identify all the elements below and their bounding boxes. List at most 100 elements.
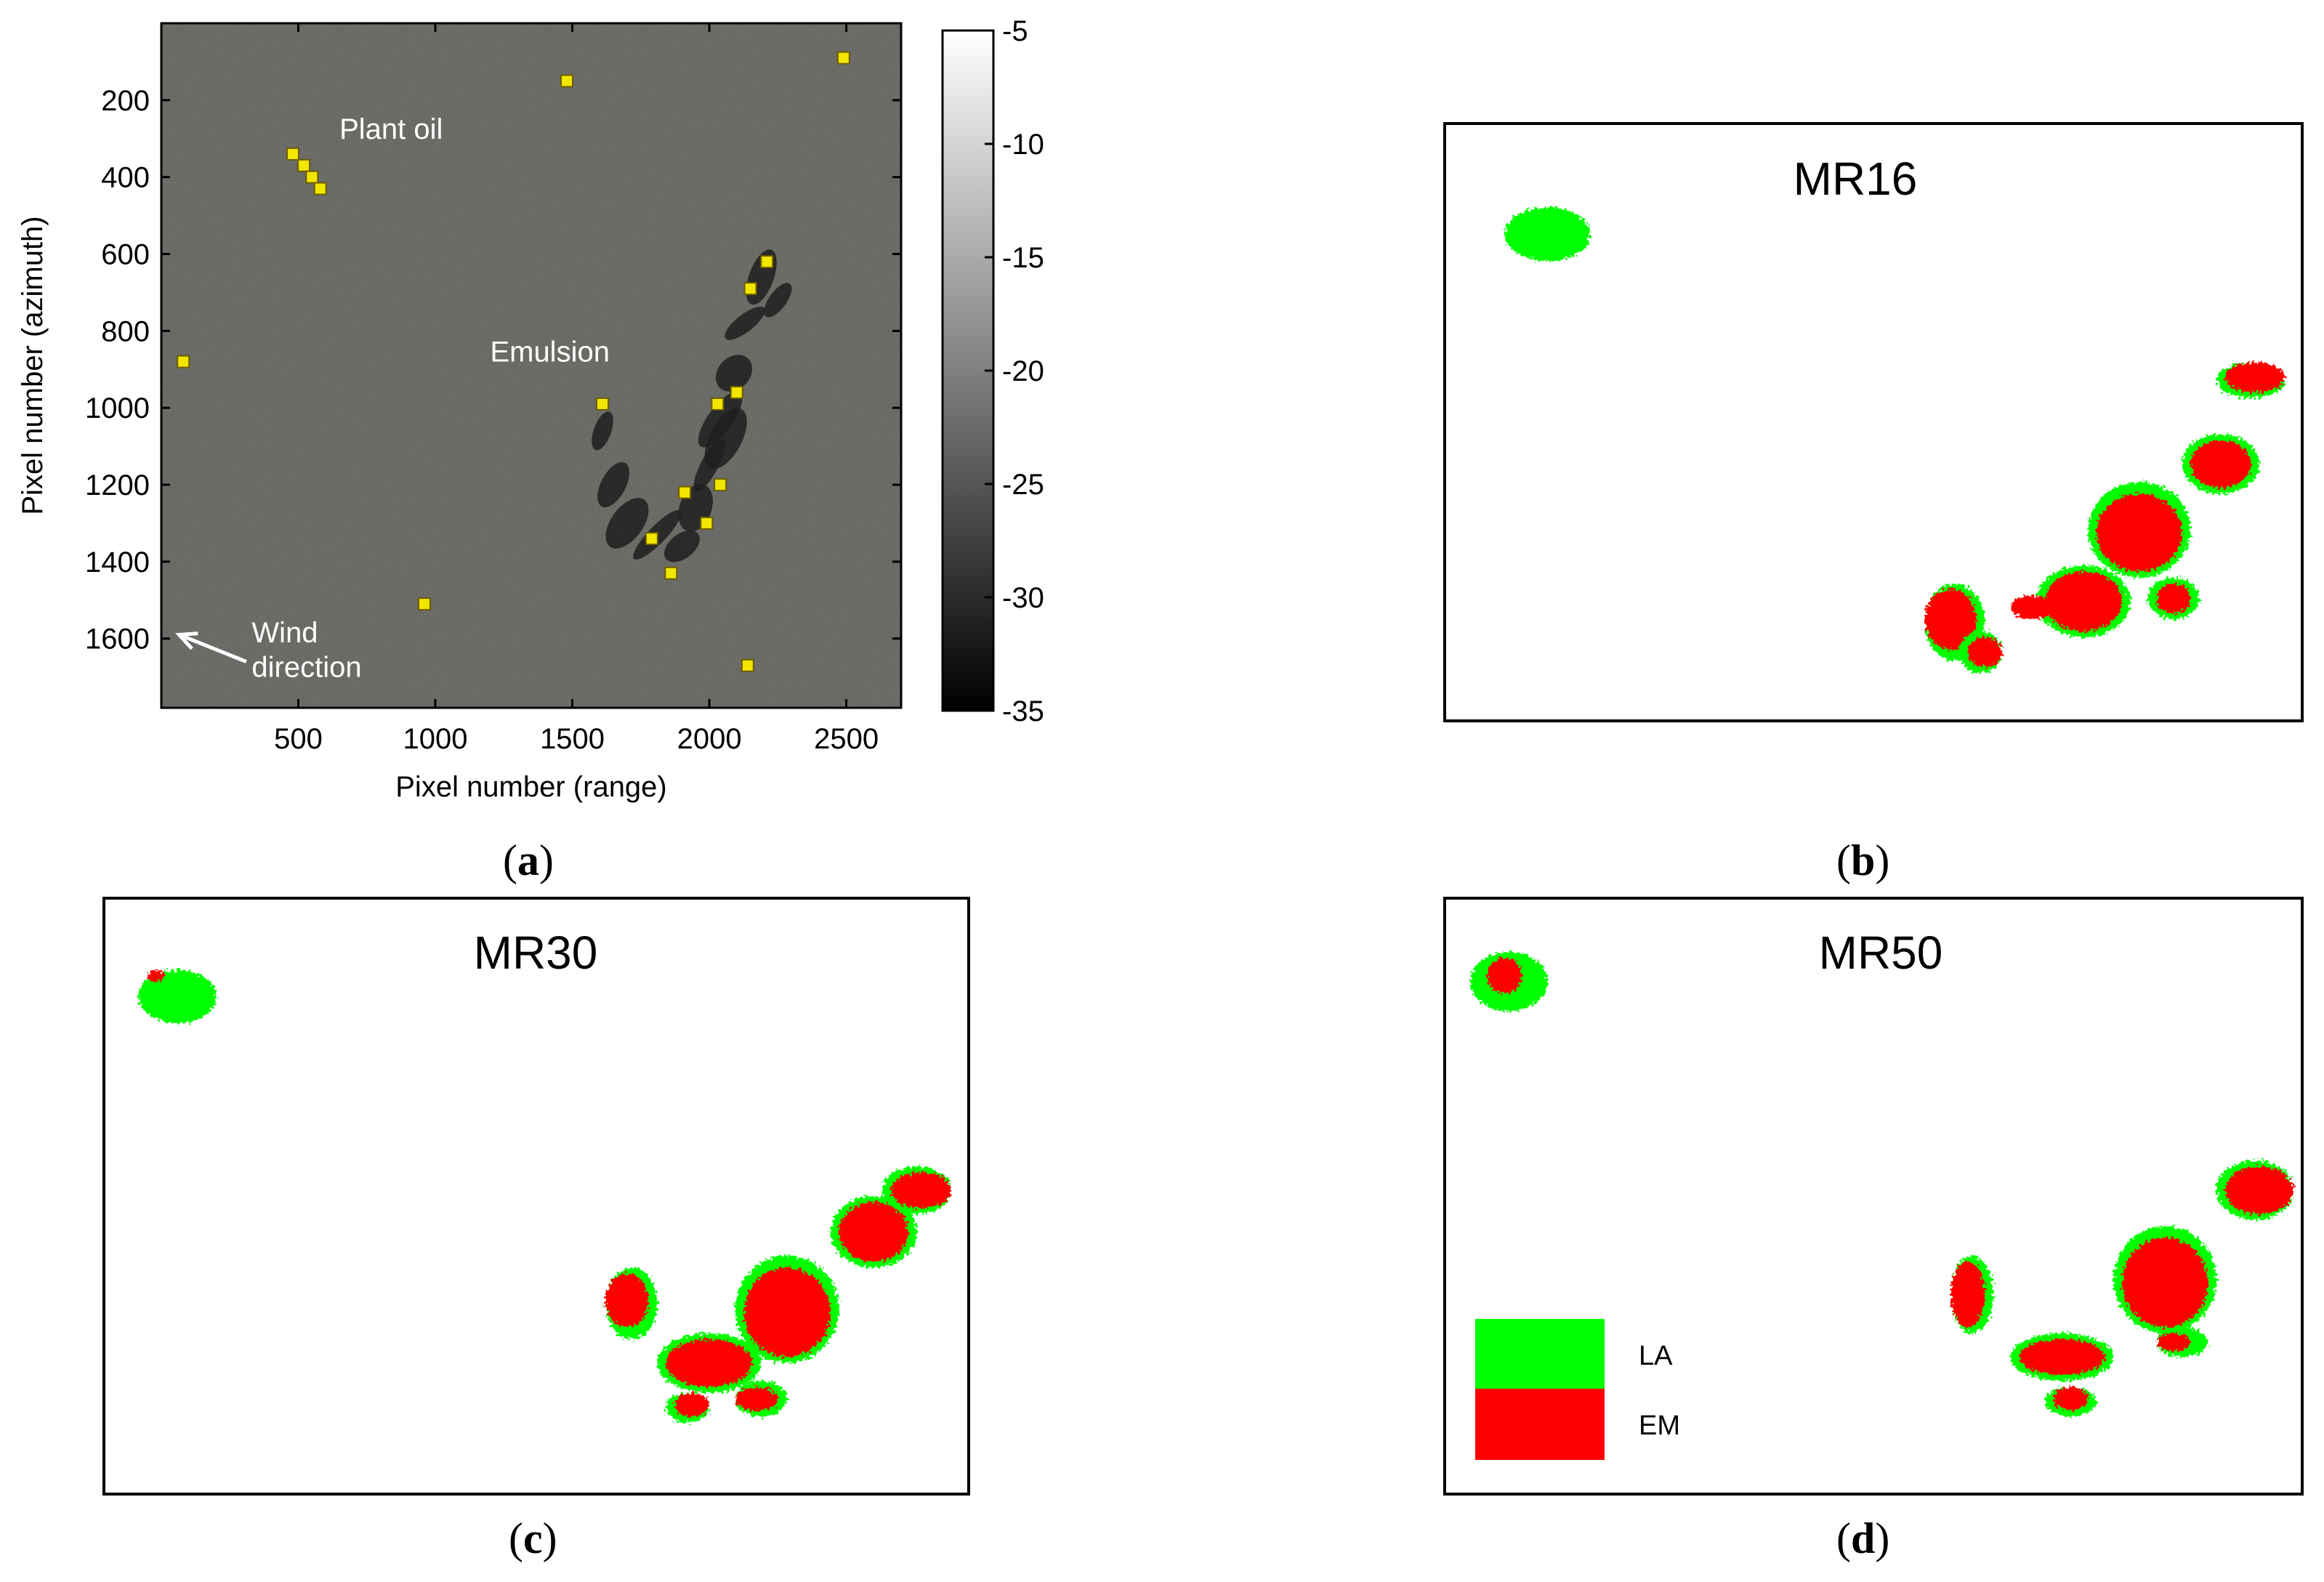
- em-class-region: [890, 1172, 952, 1208]
- em-class-region: [2156, 583, 2191, 614]
- sampling-marker: [700, 516, 714, 530]
- y-tick-label: 200: [101, 85, 150, 117]
- sampling-marker: [836, 51, 850, 65]
- em-class-region: [2096, 493, 2182, 572]
- em-class-region: [1950, 1262, 1985, 1328]
- y-tick-label: 400: [101, 162, 150, 194]
- emulsion-slick-patch: [597, 461, 630, 508]
- panel-b-title: MR16: [1794, 153, 1918, 205]
- em-class-region: [839, 1202, 908, 1262]
- emulsion-slick-patch: [704, 408, 747, 469]
- sampling-marker: [645, 532, 658, 546]
- em-class-region: [1967, 637, 2002, 668]
- sampling-marker: [417, 597, 431, 611]
- sar-annotation-label: Wind: [251, 617, 318, 649]
- colorbar-tick-label: -25: [1002, 469, 1044, 501]
- emulsion-slick-patch: [605, 498, 649, 549]
- wind-arrow-head: [175, 631, 198, 650]
- em-class-region: [2053, 1387, 2088, 1411]
- la-class-region: [1504, 207, 1591, 262]
- em-class-region: [147, 969, 165, 982]
- sampling-marker: [286, 147, 299, 161]
- sar-annotation-label: direction: [251, 652, 361, 684]
- sampling-marker-layer: [177, 51, 850, 672]
- colorbar-tick-label: -20: [1002, 355, 1044, 387]
- em-class-region: [735, 1387, 779, 1411]
- x-axis-ticks: 500 1000 1500 2000 2500: [274, 23, 879, 755]
- sampling-marker: [714, 478, 727, 492]
- emulsion-slick-patch: [764, 283, 792, 318]
- sar-plot-frame: [160, 22, 903, 709]
- emulsion-slick-patch: [592, 411, 613, 451]
- em-class-region: [743, 1267, 831, 1357]
- em-class-region: [2224, 362, 2285, 392]
- colorbar-tick-label: -5: [1002, 15, 1028, 47]
- sampling-marker: [596, 397, 610, 411]
- wind-arrow-icon: [175, 631, 247, 663]
- panel-d-mr50: MR50 LA EM: [1443, 897, 2304, 1496]
- colorbar-tick-label: -35: [1002, 695, 1044, 727]
- mr30-class-regions: [138, 969, 952, 1423]
- sampling-marker: [678, 485, 692, 499]
- x-tick-label: 2500: [814, 723, 879, 755]
- panel-a-sar-image: 500 1000 1500 2000 2500 200 400 600 800 1000 1200…: [17, 15, 1044, 803]
- panel-c-title: MR30: [474, 927, 598, 979]
- em-class-region: [605, 1273, 649, 1328]
- legend-la-swatch: [1475, 1319, 1605, 1389]
- em-class-region: [2045, 571, 2123, 631]
- sampling-marker: [177, 355, 190, 368]
- panel-c-frame: [102, 897, 970, 1496]
- x-tick-label: 1000: [403, 723, 468, 755]
- sampling-marker: [711, 397, 725, 411]
- em-class-region: [674, 1392, 709, 1417]
- x-tick-label: 1500: [540, 723, 605, 755]
- y-tick-label: 600: [101, 239, 150, 271]
- wind-arrow-shaft: [178, 633, 247, 663]
- sampling-marker: [743, 282, 757, 296]
- y-tick-label: 1600: [85, 623, 150, 655]
- legend-em-swatch: [1475, 1389, 1605, 1460]
- sampling-marker: [560, 74, 574, 88]
- caption-b: (b): [1836, 836, 1890, 884]
- emulsion-slick-patch: [663, 530, 700, 562]
- sar-annotation-label: Plant oil: [339, 113, 443, 145]
- caption-c: (c): [509, 1514, 557, 1562]
- emulsion-slick-layer: [592, 249, 792, 562]
- em-class-region: [2156, 1333, 2191, 1352]
- mr50-class-regions: [1470, 951, 2294, 1417]
- sampling-marker: [313, 182, 327, 195]
- panel-c-mr30: MR30: [102, 897, 970, 1496]
- caption-a: (a): [503, 836, 554, 884]
- legend-la-label: LA: [1639, 1341, 1673, 1371]
- y-tick-label: 1200: [85, 469, 150, 501]
- panel-b-mr16: MR16: [1443, 122, 2304, 722]
- panel-b-frame: [1443, 122, 2304, 722]
- x-axis-label: Pixel number (range): [395, 771, 667, 803]
- colorbar-tick-label: -10: [1002, 129, 1044, 161]
- y-tick-label: 800: [101, 315, 150, 347]
- em-class-region: [2190, 440, 2251, 488]
- sar-speckle-noise: [161, 23, 901, 708]
- colorbar-ticks: -5 -10 -15 -20 -25 -30 -35: [985, 15, 1044, 727]
- caption-d: (d): [1836, 1514, 1890, 1562]
- em-class-region: [2224, 1166, 2294, 1214]
- em-class-region: [2019, 1339, 2105, 1375]
- colorbar-tick-label: -15: [1002, 242, 1044, 274]
- sar-annotation-label: Emulsion: [490, 336, 610, 368]
- sampling-marker: [664, 566, 678, 580]
- sampling-marker: [297, 158, 311, 172]
- mr16-class-regions: [1504, 207, 2285, 674]
- em-class-region: [1488, 958, 1522, 994]
- em-class-region: [2010, 595, 2054, 620]
- legend-em-label: EM: [1639, 1411, 1680, 1441]
- em-class-region: [2122, 1238, 2208, 1328]
- emulsion-slick-patch: [725, 306, 765, 340]
- y-axis-label: Pixel number (azimuth): [17, 216, 49, 514]
- y-tick-label: 1000: [85, 392, 150, 424]
- sampling-marker: [760, 255, 774, 269]
- em-class-region: [666, 1339, 753, 1387]
- x-tick-label: 500: [274, 723, 323, 755]
- panel-d-title: MR50: [1819, 927, 1943, 979]
